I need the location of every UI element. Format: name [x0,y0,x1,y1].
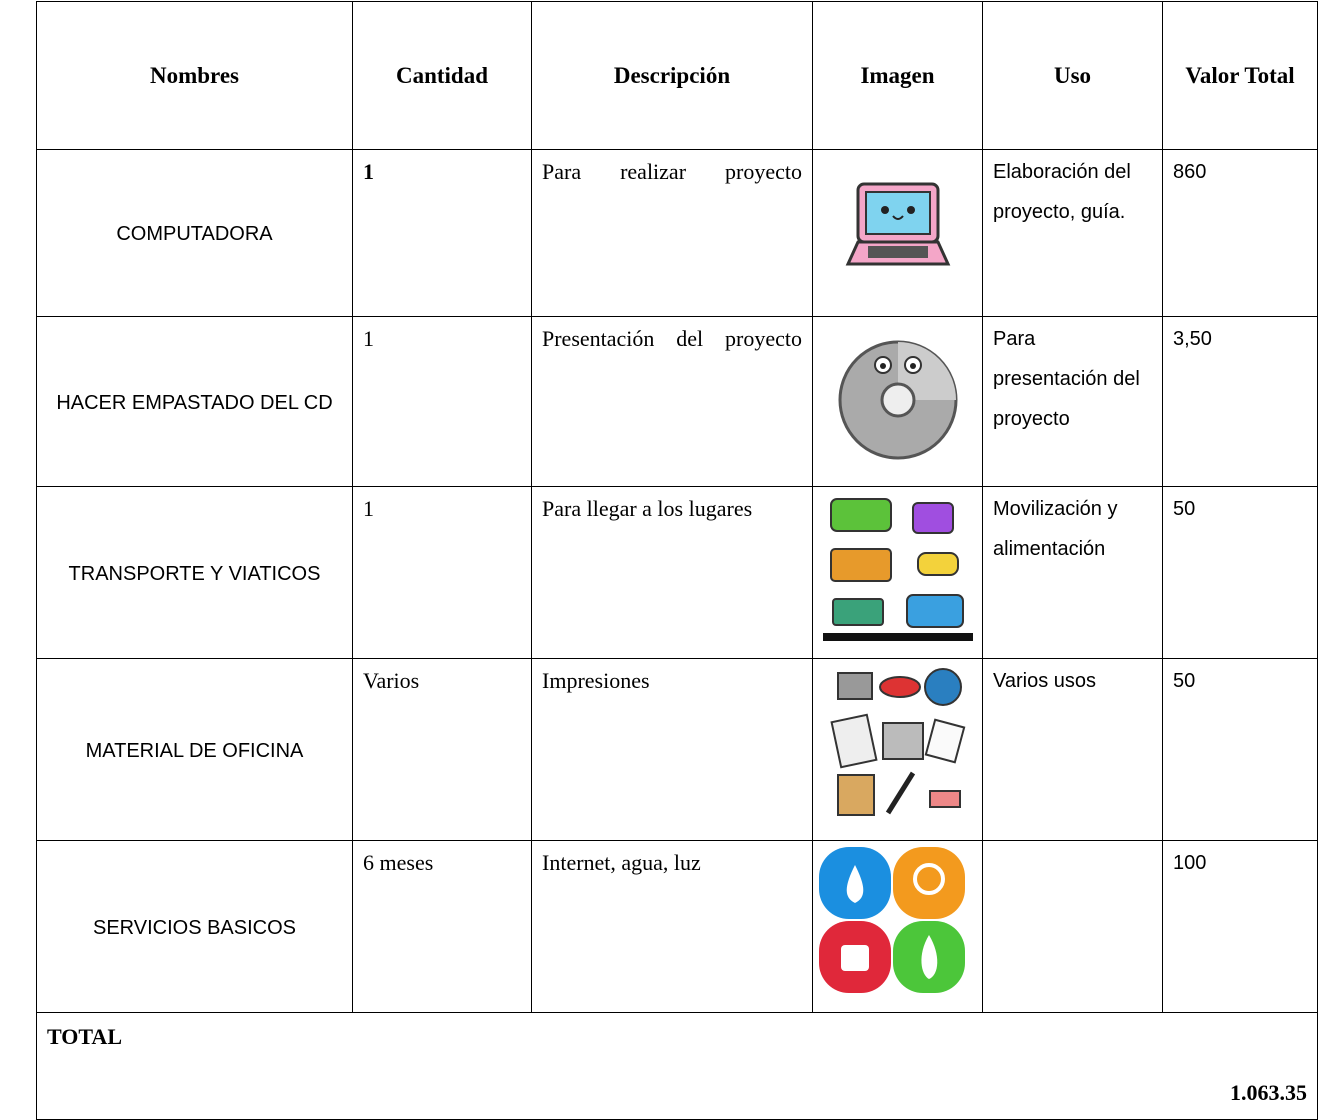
total-label: TOTAL [47,1024,122,1049]
row: MATERIAL DE OFICINA Varios Impresiones V… [36,658,1318,841]
page: Nombres Cantidad Descripción Imagen Uso … [36,1,1318,1120]
quantity-cell: 1 [352,316,532,487]
quantity-cell: Varios [352,658,532,841]
header-cell: Valor Total [1162,1,1318,150]
description-cell: Para realizar proyecto [531,149,813,317]
header-cell: Cantidad [352,1,532,150]
row: TRANSPORTE Y VIATICOS 1 Para llegar a lo… [36,486,1318,659]
laptop-icon [845,182,950,265]
description-cell: Impresiones [531,658,813,841]
value-cell: 50 [1162,486,1318,659]
row: HACER EMPASTADO DEL CD 1 Presentación de… [36,316,1318,487]
image-cell [812,658,983,841]
header-cell: Nombres [36,1,353,150]
name-cell: COMPUTADORA [36,149,353,317]
name-cell: HACER EMPASTADO DEL CD [36,316,353,487]
header-row: Nombres Cantidad Descripción Imagen Uso … [36,1,1318,150]
total-row: TOTAL 1.063.35 [36,1012,1318,1120]
utilities-icon [819,847,965,993]
header-cell: Imagen [812,1,983,150]
quantity-cell: 1 [352,149,532,317]
name-cell: MATERIAL DE OFICINA [36,658,353,841]
quantity-cell: 6 meses [352,840,532,1013]
value-cell: 50 [1162,658,1318,841]
vehicles-icon [822,498,973,641]
use-cell: Movilización y alimentación [982,486,1163,659]
quantity-cell: 1 [352,486,532,659]
total-value: 1.063.35 [1230,1080,1307,1105]
description-cell: Internet, agua, luz [531,840,813,1013]
value-cell: 100 [1162,840,1318,1013]
office-icon [829,668,965,816]
use-cell: Varios usos [982,658,1163,841]
image-cell [812,486,983,659]
budget-table: Nombres Cantidad Descripción Imagen Uso … [36,1,1318,1120]
header-cell: Descripción [531,1,813,150]
cd-icon [838,340,957,460]
value-cell: 860 [1162,149,1318,317]
name-cell: TRANSPORTE Y VIATICOS [36,486,353,659]
image-cell [812,316,983,487]
image-cell [812,840,983,1013]
value-cell: 3,50 [1162,316,1318,487]
total-cell: TOTAL 1.063.35 [36,1012,1318,1120]
use-cell: Para presentación del proyecto [982,316,1163,487]
use-cell [982,840,1163,1013]
description-cell: Presentación del proyecto [531,316,813,487]
row: COMPUTADORA 1 Para realizar proyecto Ela… [36,149,1318,317]
header-cell: Uso [982,1,1163,150]
use-cell: Elaboración del proyecto, guía. [982,149,1163,317]
name-cell: SERVICIOS BASICOS [36,840,353,1013]
row: SERVICIOS BASICOS 6 meses Internet, agua… [36,840,1318,1013]
description-cell: Para llegar a los lugares [531,486,813,659]
image-cell [812,149,983,317]
